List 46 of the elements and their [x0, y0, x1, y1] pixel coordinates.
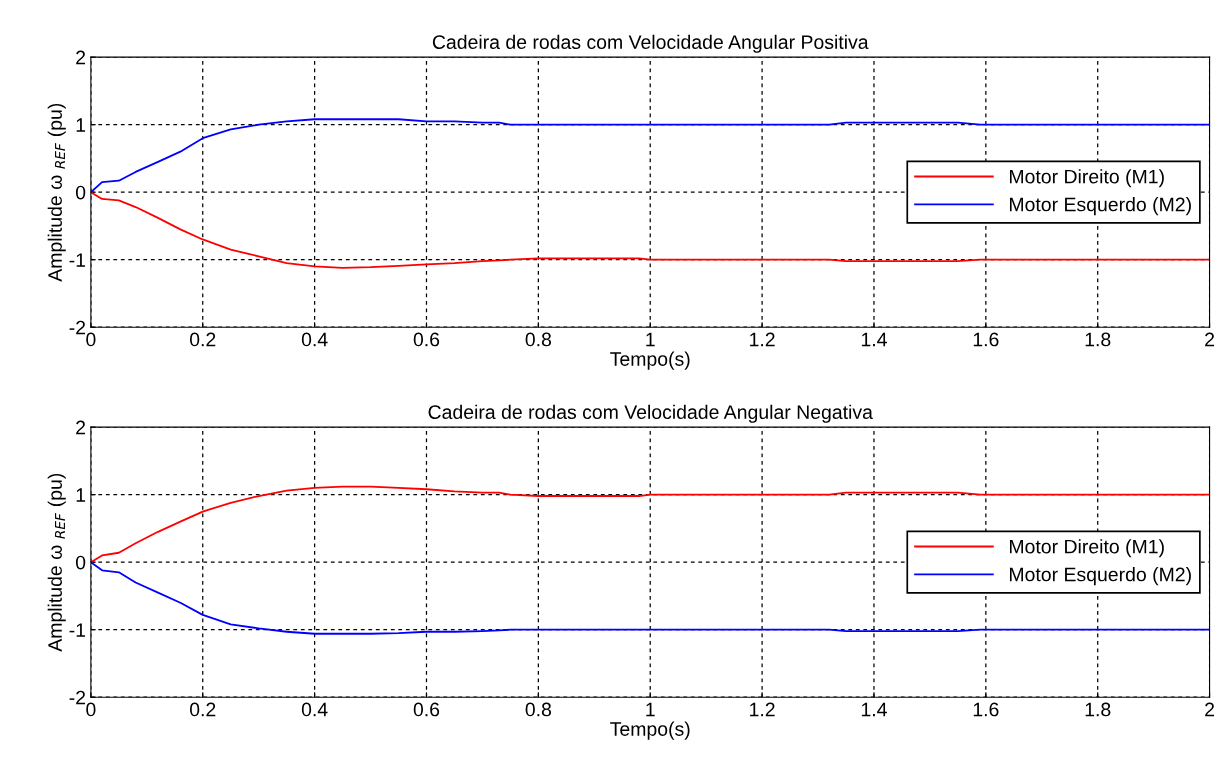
y-tick-label: 1	[76, 118, 86, 132]
x-tick-label: 1.8	[1085, 332, 1111, 347]
legend-label: Motor Direito (M1)	[1009, 539, 1164, 558]
x-tick-label: 0.2	[189, 332, 216, 347]
y-tick-label: 2	[76, 50, 86, 65]
y-tick-label: -2	[69, 690, 86, 705]
x-axis-title: Tempo(s)	[610, 351, 690, 370]
line-series	[90, 485, 1210, 564]
x-tick-label: 0.6	[413, 332, 440, 347]
x-tick-label: 1.4	[861, 702, 887, 717]
y-axis-title: Amplitude ω $_{REF}$ (pu)	[47, 103, 66, 282]
x-tick-label: 1.8	[1085, 702, 1111, 717]
y-axis-title: Amplitude ω $_{REF}$ (pu)	[47, 473, 66, 652]
x-tick-label: 0	[86, 332, 96, 347]
line-series	[90, 118, 1210, 194]
x-tick-label: 0.4	[301, 702, 328, 717]
x-tick-label: 0	[86, 702, 96, 717]
x-axis-title: Tempo(s)	[610, 721, 690, 740]
y-tick-label: 2	[76, 420, 86, 435]
y-tick-label: 0	[75, 555, 86, 570]
x-tick-label: 1.6	[973, 702, 999, 717]
legend-label: Motor Esquerdo (M2)	[1009, 567, 1191, 586]
x-tick-label: 0.4	[301, 332, 328, 347]
legend-label: Motor Esquerdo (M2)	[1009, 197, 1191, 216]
x-tick-label: 1.6	[973, 332, 999, 347]
legend-label: Motor Direito (M1)	[1009, 169, 1164, 188]
y-tick-label: 1	[76, 488, 86, 502]
y-tick-label: -1	[69, 253, 86, 267]
chart-title: Cadeira de rodas com Velocidade Angular Positiva	[432, 34, 869, 53]
x-tick-label: 1.2	[750, 702, 775, 717]
x-tick-label: 0.8	[525, 702, 552, 717]
line-series	[90, 191, 1210, 269]
x-tick-label: 0.2	[189, 702, 216, 717]
y-tick-label: 0	[75, 185, 86, 200]
x-tick-label: 0.6	[413, 702, 440, 717]
y-tick-label: -2	[69, 320, 86, 335]
x-tick-label: 1	[646, 332, 655, 347]
x-tick-label: 1.4	[861, 332, 887, 347]
chart-title: Cadeira de rodas com Velocidade Angular Negativa	[428, 404, 873, 423]
y-tick-label: -1	[69, 623, 86, 637]
x-tick-label: 1.2	[750, 332, 775, 347]
x-tick-label: 0.8	[525, 332, 552, 347]
x-tick-label: 2	[1205, 702, 1215, 717]
x-tick-label: 2	[1205, 332, 1215, 347]
line-series	[90, 561, 1210, 635]
x-tick-label: 1	[646, 702, 655, 717]
